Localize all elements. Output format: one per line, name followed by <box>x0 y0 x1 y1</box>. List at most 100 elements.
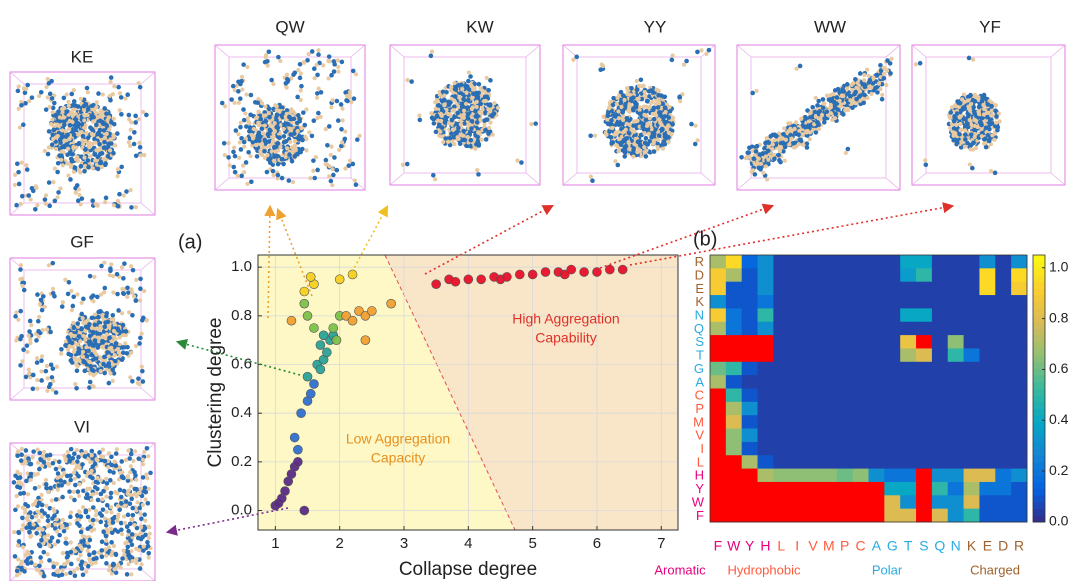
molecule <box>109 526 113 530</box>
molecule <box>666 140 670 144</box>
molecule <box>336 65 340 69</box>
molecule <box>649 101 653 105</box>
molecule <box>127 555 132 560</box>
molecule <box>34 514 38 518</box>
molecule <box>989 113 993 117</box>
molecule <box>72 498 77 503</box>
molecule <box>142 512 147 517</box>
molecule <box>99 134 104 139</box>
molecule <box>109 75 114 80</box>
molecule <box>456 126 461 131</box>
molecule <box>62 106 66 110</box>
molecule <box>287 126 291 130</box>
molecule <box>66 100 70 104</box>
molecule <box>134 153 139 158</box>
molecule <box>238 125 243 130</box>
molecule <box>103 516 107 520</box>
molecule <box>496 106 500 110</box>
molecule <box>73 573 78 578</box>
molecule <box>129 264 133 268</box>
molecule <box>143 526 148 531</box>
molecule <box>107 451 111 455</box>
molecule <box>51 572 56 577</box>
molecule <box>70 341 75 346</box>
molecule <box>778 149 782 153</box>
molecule <box>136 536 141 541</box>
molecule <box>104 196 109 201</box>
molecule <box>765 177 769 181</box>
molecule <box>102 128 107 133</box>
molecule <box>129 128 133 132</box>
molecule <box>315 73 320 78</box>
molecule <box>47 204 52 209</box>
molecule <box>779 145 783 149</box>
molecule <box>134 278 138 282</box>
molecule <box>795 67 799 71</box>
molecule <box>35 360 40 365</box>
molecule <box>95 487 100 492</box>
molecule <box>140 535 145 540</box>
molecule <box>95 155 100 160</box>
molecule <box>107 336 112 341</box>
molecule <box>17 107 21 111</box>
molecule <box>124 189 129 194</box>
molecule <box>288 111 292 115</box>
molecule <box>109 491 114 496</box>
molecule <box>821 106 826 111</box>
molecule <box>271 82 275 86</box>
molecule <box>111 563 116 568</box>
molecule <box>854 86 858 90</box>
molecule <box>631 154 635 158</box>
molecule <box>33 563 37 567</box>
molecule <box>346 163 351 168</box>
molecule <box>846 107 850 111</box>
molecule <box>220 101 225 106</box>
molecule <box>100 539 105 544</box>
box-edge <box>526 45 540 57</box>
molecule <box>657 133 662 138</box>
molecule <box>90 498 94 502</box>
molecule <box>147 525 151 529</box>
molecule <box>644 149 648 153</box>
molecule <box>35 292 40 297</box>
molecule <box>121 323 126 328</box>
box-edge <box>886 45 900 57</box>
molecule <box>131 268 136 273</box>
molecule <box>637 84 641 88</box>
molecule <box>78 466 82 470</box>
molecule <box>68 473 73 478</box>
molecule <box>15 161 20 166</box>
molecule <box>260 101 264 105</box>
molecule <box>94 105 98 109</box>
molecule <box>62 471 66 475</box>
molecule <box>130 313 135 318</box>
molecule <box>659 123 663 127</box>
molecule <box>14 338 18 342</box>
molecule <box>122 261 127 266</box>
molecule <box>42 511 47 516</box>
molecule <box>75 459 80 464</box>
molecule <box>485 94 490 99</box>
molecule <box>29 560 34 565</box>
molecule <box>64 522 69 527</box>
molecule <box>118 488 123 493</box>
molecule <box>625 122 629 126</box>
molecule <box>442 98 447 103</box>
molecule <box>436 118 440 122</box>
molecule <box>82 118 86 122</box>
molecule <box>460 87 464 91</box>
molecule <box>627 140 631 144</box>
molecule <box>63 278 67 282</box>
molecule <box>244 124 249 129</box>
molecule <box>55 365 59 369</box>
molecule <box>770 147 774 151</box>
molecule <box>27 372 31 376</box>
molecule <box>460 104 465 109</box>
molecule <box>888 71 893 76</box>
molecule <box>74 157 78 161</box>
molecule <box>85 488 89 492</box>
molecule <box>141 458 145 462</box>
molecule <box>104 495 108 499</box>
molecule <box>66 292 71 297</box>
molecule <box>657 89 661 93</box>
